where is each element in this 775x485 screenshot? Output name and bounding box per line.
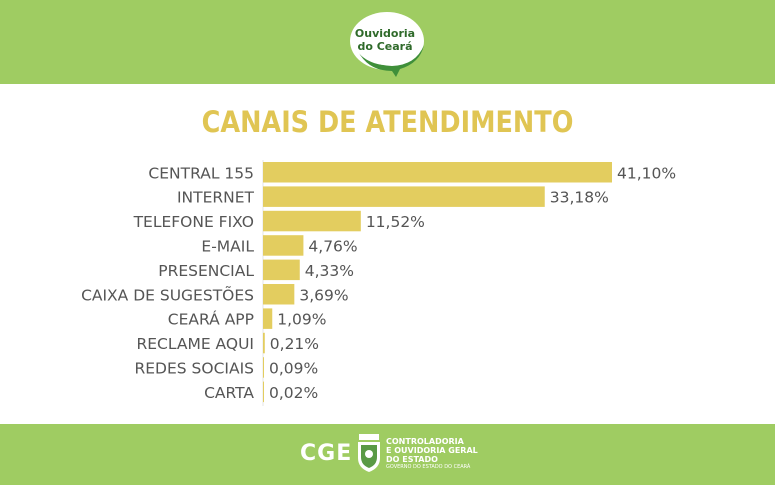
- bar: [263, 284, 295, 305]
- value-label: 0,02%: [269, 384, 318, 402]
- category-label: PRESENCIAL: [158, 262, 254, 280]
- bar: [263, 332, 265, 354]
- bar: [263, 308, 273, 329]
- category-label: CARTA: [204, 384, 254, 402]
- value-label: 41,10%: [617, 164, 676, 182]
- bar: [263, 259, 300, 281]
- org-line-3: DO ESTADO: [386, 455, 438, 464]
- cge-brand: CGE: [300, 441, 353, 466]
- bar: [263, 162, 612, 183]
- org-line-2: E OUVIDORIA GERAL: [386, 446, 478, 455]
- value-label: 1,09%: [277, 311, 326, 329]
- value-label: 4,33%: [305, 262, 354, 280]
- category-label: CEARÁ APP: [168, 310, 254, 329]
- logo-line-1: Ouvidoria: [354, 27, 416, 40]
- bar: [263, 381, 264, 403]
- value-label: 0,21%: [270, 335, 319, 353]
- value-label: 11,52%: [366, 213, 425, 231]
- category-label: CAIXA DE SUGESTÕES: [81, 285, 254, 304]
- value-label: 33,18%: [550, 189, 609, 207]
- value-label: 0,09%: [269, 359, 318, 377]
- category-label: E-MAIL: [201, 237, 254, 255]
- bar: [263, 235, 304, 256]
- footer-band: [0, 424, 775, 485]
- category-label: TELEFONE FIXO: [133, 213, 254, 231]
- org-line-4: GOVERNO DO ESTADO DO CEARÁ: [386, 464, 471, 470]
- category-label: REDES SOCIAIS: [134, 359, 254, 377]
- logo-text: Ouvidoria do Ceará: [352, 27, 418, 53]
- category-label: RECLAME AQUI: [136, 335, 254, 353]
- bar: [263, 210, 361, 232]
- bar: [263, 186, 545, 207]
- state-emblem-icon: [358, 434, 380, 472]
- bar: [263, 357, 264, 378]
- category-label: CENTRAL 155: [148, 164, 254, 182]
- org-name: CONTROLADORIA E OUVIDORIA GERAL DO ESTAD…: [386, 437, 478, 471]
- bar-chart: CENTRAL 155 41,10% INTERNET 33,18% TELEFONE …: [81, 160, 676, 406]
- category-label: INTERNET: [177, 189, 255, 207]
- value-label: 3,69%: [299, 286, 348, 304]
- org-line-1: CONTROLADORIA: [386, 437, 464, 446]
- logo-line-2: do Ceará: [357, 40, 413, 53]
- chart-title: CANAIS DE ATENDIMENTO: [201, 105, 574, 139]
- value-label: 4,76%: [308, 237, 357, 255]
- ouvidoria-logo-icon: [350, 12, 424, 77]
